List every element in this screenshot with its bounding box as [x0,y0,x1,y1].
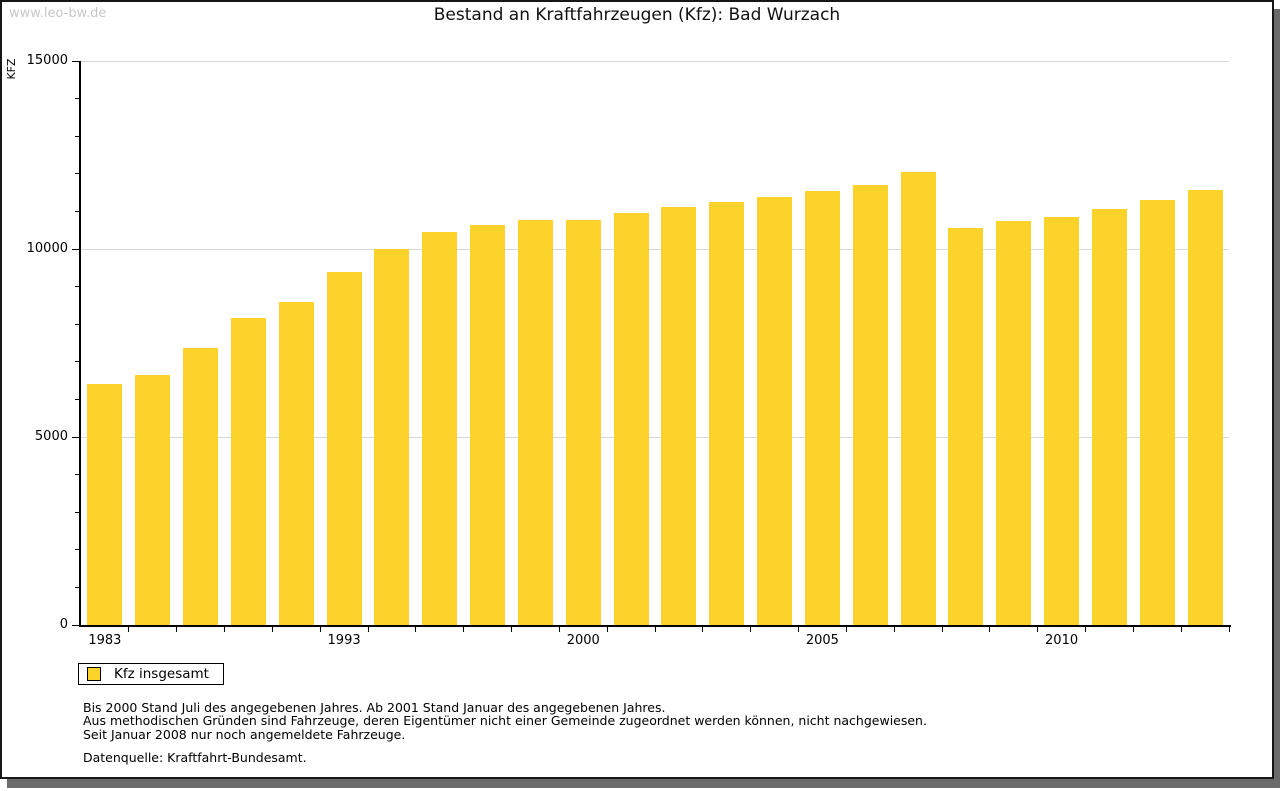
y-major-tick [72,624,79,626]
bar-2011 [1091,208,1127,625]
y-minor-tick [75,286,79,288]
bar-2006 [852,184,888,625]
y-tick-label: 10000 [26,241,68,256]
bar-2007 [900,171,936,625]
x-tick [1228,627,1230,632]
y-tick-label: 5000 [34,429,68,444]
bar-2000 [565,219,601,625]
x-tick [941,627,943,632]
bar-1983 [87,384,123,625]
x-tick [511,627,512,632]
gridline [81,248,1229,250]
x-tick [798,627,799,632]
bar-2004 [757,197,793,625]
watermark: www.leo-bw.de [9,6,107,21]
x-tick [415,627,417,632]
y-minor-tick [75,210,79,212]
y-minor-tick [75,549,79,551]
x-tick [845,627,847,632]
bar-1998 [470,224,506,625]
x-tick-label: 1983 [88,633,122,648]
y-minor-tick [75,173,79,175]
x-tick [750,627,752,632]
y-minor-tick [75,361,79,363]
x-tick-label: 2005 [805,633,839,648]
bar-2002 [661,206,697,625]
bar-2003 [709,202,745,625]
y-major-tick [72,436,79,438]
footnote-line: Aus methodischen Gründen sind Fahrzeuge,… [83,713,927,729]
x-tick [654,627,656,632]
gridline [81,60,1229,62]
bar-2001 [613,212,649,625]
y-minor-tick [75,135,79,137]
bar-1995 [374,249,410,625]
chart-title: Bestand an Kraftfahrzeugen (Kfz): Bad Wu… [433,5,841,25]
footnotes: Bis 2000 Stand Juli des angegebenen Jahr… [83,700,927,742]
x-tick [319,627,321,632]
x-tick [367,627,369,632]
x-tick [1085,627,1086,632]
bar-1991 [278,301,314,625]
x-tick-label: 2000 [566,633,600,648]
x-tick [606,627,608,632]
y-tick-label: 15000 [26,53,68,68]
x-axis-line [79,625,1231,627]
y-minor-tick [75,511,79,513]
x-tick [1180,627,1182,632]
x-tick [271,627,273,632]
bar-1987 [183,347,219,625]
bar-2009 [996,220,1032,625]
x-tick [893,627,895,632]
bar-2010 [1044,217,1080,625]
y-major-tick [72,60,79,62]
legend-swatch-icon [87,667,101,681]
x-tick [558,627,560,632]
bar-1999 [517,220,553,625]
x-tick-label: 1993 [327,633,361,648]
bar-2012 [1139,199,1175,625]
y-axis-line [79,61,81,627]
footnote-line: Seit Januar 2008 nur noch angemeldete Fa… [83,726,406,742]
source-line: Datenquelle: Kraftfahrt-Bundesamt. [83,750,307,765]
y-minor-tick [75,586,79,588]
y-major-tick [72,248,79,250]
x-tick [702,627,704,632]
bar-1993 [326,271,362,625]
x-tick [176,627,178,632]
x-tick [1037,627,1039,632]
x-tick-label: 2010 [1045,633,1079,648]
bar-1997 [422,231,458,625]
x-tick [128,627,130,632]
y-minor-tick [75,398,79,400]
y-minor-tick [75,323,79,325]
bar-2005 [804,191,840,625]
bar-1985 [135,374,171,625]
x-tick [1132,627,1134,632]
bar-1989 [230,317,266,625]
y-minor-tick [75,98,79,100]
legend-label: Kfz insgesamt [114,666,209,682]
x-tick [989,627,991,632]
x-tick [224,627,225,632]
y-tick-label: 0 [59,617,68,632]
bar-2008 [948,228,984,625]
y-minor-tick [75,474,79,476]
gridline [81,436,1229,438]
legend: Kfz insgesamt [78,663,224,685]
plot-area: 0 5000 10000 15000 1983 1993 2000 2005 2010 [2,2,1272,777]
bar-2013 [1187,189,1223,625]
footnote-line: Bis 2000 Stand Juli des angegebenen Jahr… [83,700,666,715]
x-tick [463,627,465,632]
